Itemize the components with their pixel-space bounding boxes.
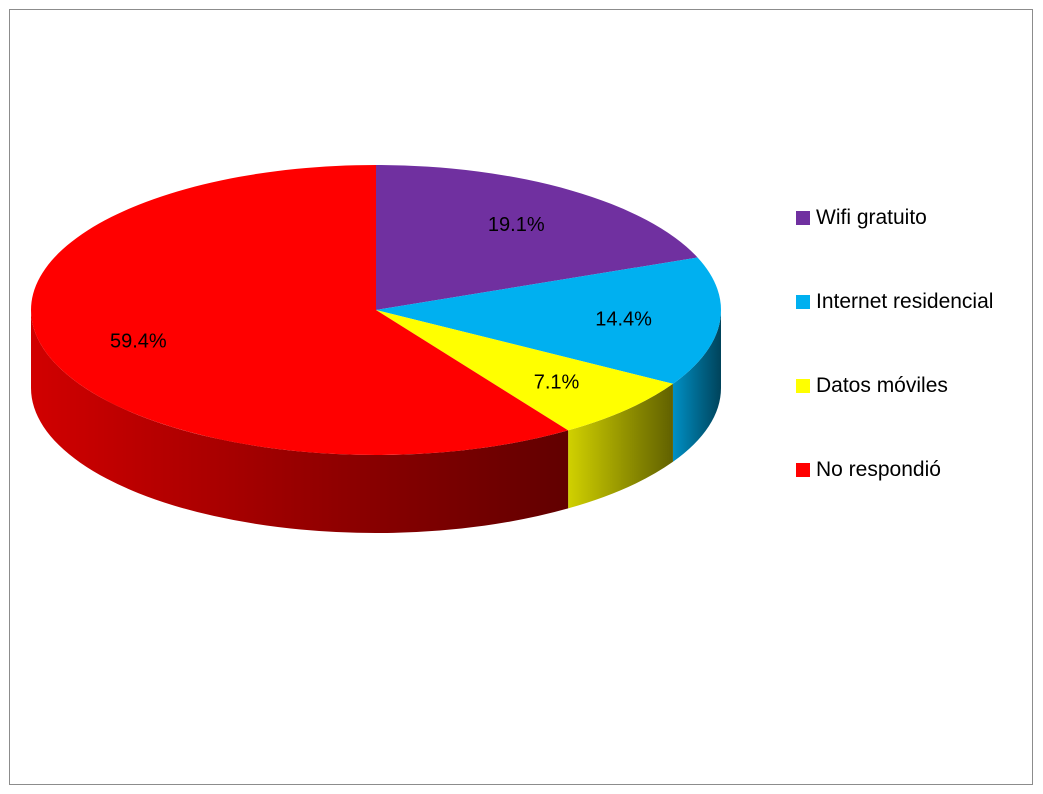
legend-swatch-datos-moviles bbox=[796, 379, 810, 393]
pie-slice-datos-moviles bbox=[376, 310, 673, 431]
pie-slice-wifi-gratuito bbox=[376, 165, 698, 310]
legend-swatch-internet-residencial bbox=[796, 295, 810, 309]
data-label-datos-moviles: 7.1% bbox=[534, 372, 580, 394]
legend-item-internet-residencial: Internet residencial bbox=[796, 289, 993, 315]
legend-swatch-wifi-gratuito bbox=[796, 211, 810, 225]
legend-label-datos-moviles: Datos móviles bbox=[816, 374, 948, 397]
data-label-internet-residencial: 14.4% bbox=[595, 309, 652, 331]
chart-frame: 19.1% 14.4% 7.1% 59.4% Wifi gratuito Intern… bbox=[9, 9, 1033, 785]
legend-label-no-respondio: No respondió bbox=[816, 458, 941, 481]
legend-label-wifi-gratuito: Wifi gratuito bbox=[816, 206, 927, 229]
legend-item-datos-moviles: Datos móviles bbox=[796, 373, 993, 399]
legend-label-internet-residencial: Internet residencial bbox=[816, 290, 994, 313]
legend: Wifi gratuito Internet residencial Datos… bbox=[796, 205, 993, 541]
legend-item-no-respondio: No respondió bbox=[796, 457, 993, 483]
pie-slice-internet-residencial bbox=[376, 257, 721, 384]
pie-side-no-respondio bbox=[31, 310, 569, 533]
data-label-wifi-gratuito: 19.1% bbox=[488, 214, 545, 236]
legend-item-wifi-gratuito: Wifi gratuito bbox=[796, 205, 993, 231]
data-label-no-respondio: 59.4% bbox=[110, 330, 167, 352]
pie-side-datos-moviles bbox=[568, 383, 673, 509]
legend-swatch-no-respondio bbox=[796, 463, 810, 477]
pie-slice-no-respondio bbox=[30, 165, 569, 455]
pie-chart: 19.1% 14.4% 7.1% 59.4% bbox=[30, 165, 721, 533]
pie-side-internet-residencial bbox=[672, 310, 721, 462]
